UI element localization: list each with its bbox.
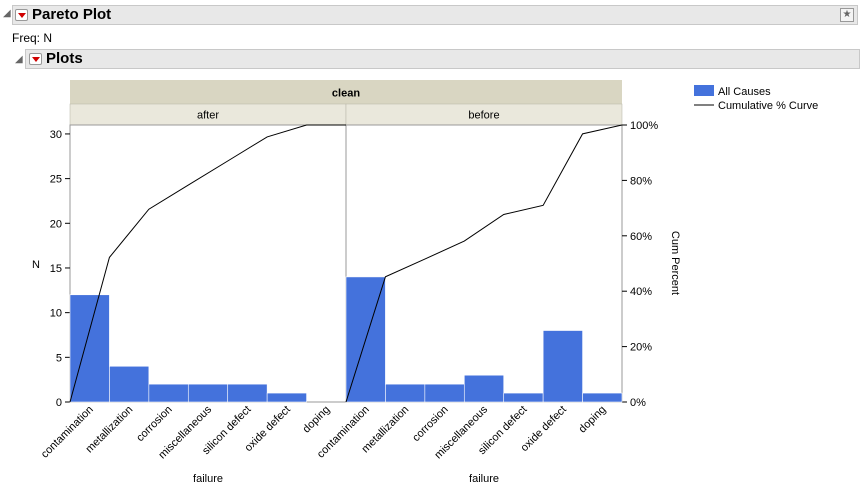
y2-tick-label: 0% [630, 397, 646, 409]
bar [463, 374, 505, 403]
report-title: Pareto Plot [32, 6, 112, 23]
x-axis-title-before: failure [469, 473, 499, 485]
y-tick-label: 20 [50, 218, 62, 230]
report-header [12, 5, 858, 25]
y-tick-label: 10 [50, 308, 62, 320]
bar [148, 383, 189, 403]
freq-label: Freq: N [12, 31, 53, 45]
bar [227, 383, 268, 403]
bar [424, 383, 465, 403]
bar [542, 330, 583, 403]
legend-bar-label: All Causes [718, 86, 771, 98]
bar [503, 392, 544, 403]
y-tick-label: 0 [56, 397, 62, 409]
x-tick-label: corrosion [134, 404, 174, 444]
y-tick-label: 5 [56, 352, 62, 364]
cumulative-curve [69, 124, 346, 403]
y-tick-label: 25 [50, 174, 62, 186]
y2-axis-title: Cum Percent [669, 231, 681, 295]
bar [266, 392, 307, 403]
red-menu-icon[interactable] [15, 9, 28, 21]
group-header [70, 80, 622, 104]
y-tick-label: 15 [50, 263, 62, 275]
x-tick-label: doping [577, 404, 609, 436]
panel-title-before: before [468, 110, 499, 122]
legend-curve-label: Cumulative % Curve [718, 100, 818, 112]
y2-tick-label: 80% [630, 175, 652, 187]
y2-tick-label: 40% [630, 286, 652, 298]
x-tick-label: contamination [39, 404, 96, 461]
y2-tick-label: 60% [630, 231, 652, 243]
red-menu-icon[interactable] [29, 53, 42, 65]
y2-tick-label: 20% [630, 342, 652, 354]
y-tick-label: 30 [50, 129, 62, 141]
pin-icon[interactable]: ★ [840, 8, 854, 22]
y2-tick-label: 100% [630, 120, 658, 132]
x-axis-title-after: failure [193, 473, 223, 485]
y-axis-title: N [32, 259, 40, 271]
legend-bar-swatch [694, 85, 714, 96]
x-tick-label: doping [301, 404, 333, 436]
x-tick-label: corrosion [410, 404, 450, 444]
collapse-triangle-icon[interactable]: ◢ [15, 54, 23, 65]
bar [187, 383, 229, 403]
collapse-triangle-icon[interactable]: ◢ [3, 8, 11, 19]
bar [385, 383, 426, 403]
bar [109, 365, 150, 403]
plot-frame-after [69, 124, 347, 403]
panel-title-after: after [197, 110, 219, 122]
plots-title: Plots [46, 50, 83, 67]
bar [69, 294, 110, 403]
cumulative-curve [345, 124, 623, 403]
bar [582, 392, 623, 403]
group-title: clean [332, 88, 360, 100]
plots-header [25, 49, 860, 69]
